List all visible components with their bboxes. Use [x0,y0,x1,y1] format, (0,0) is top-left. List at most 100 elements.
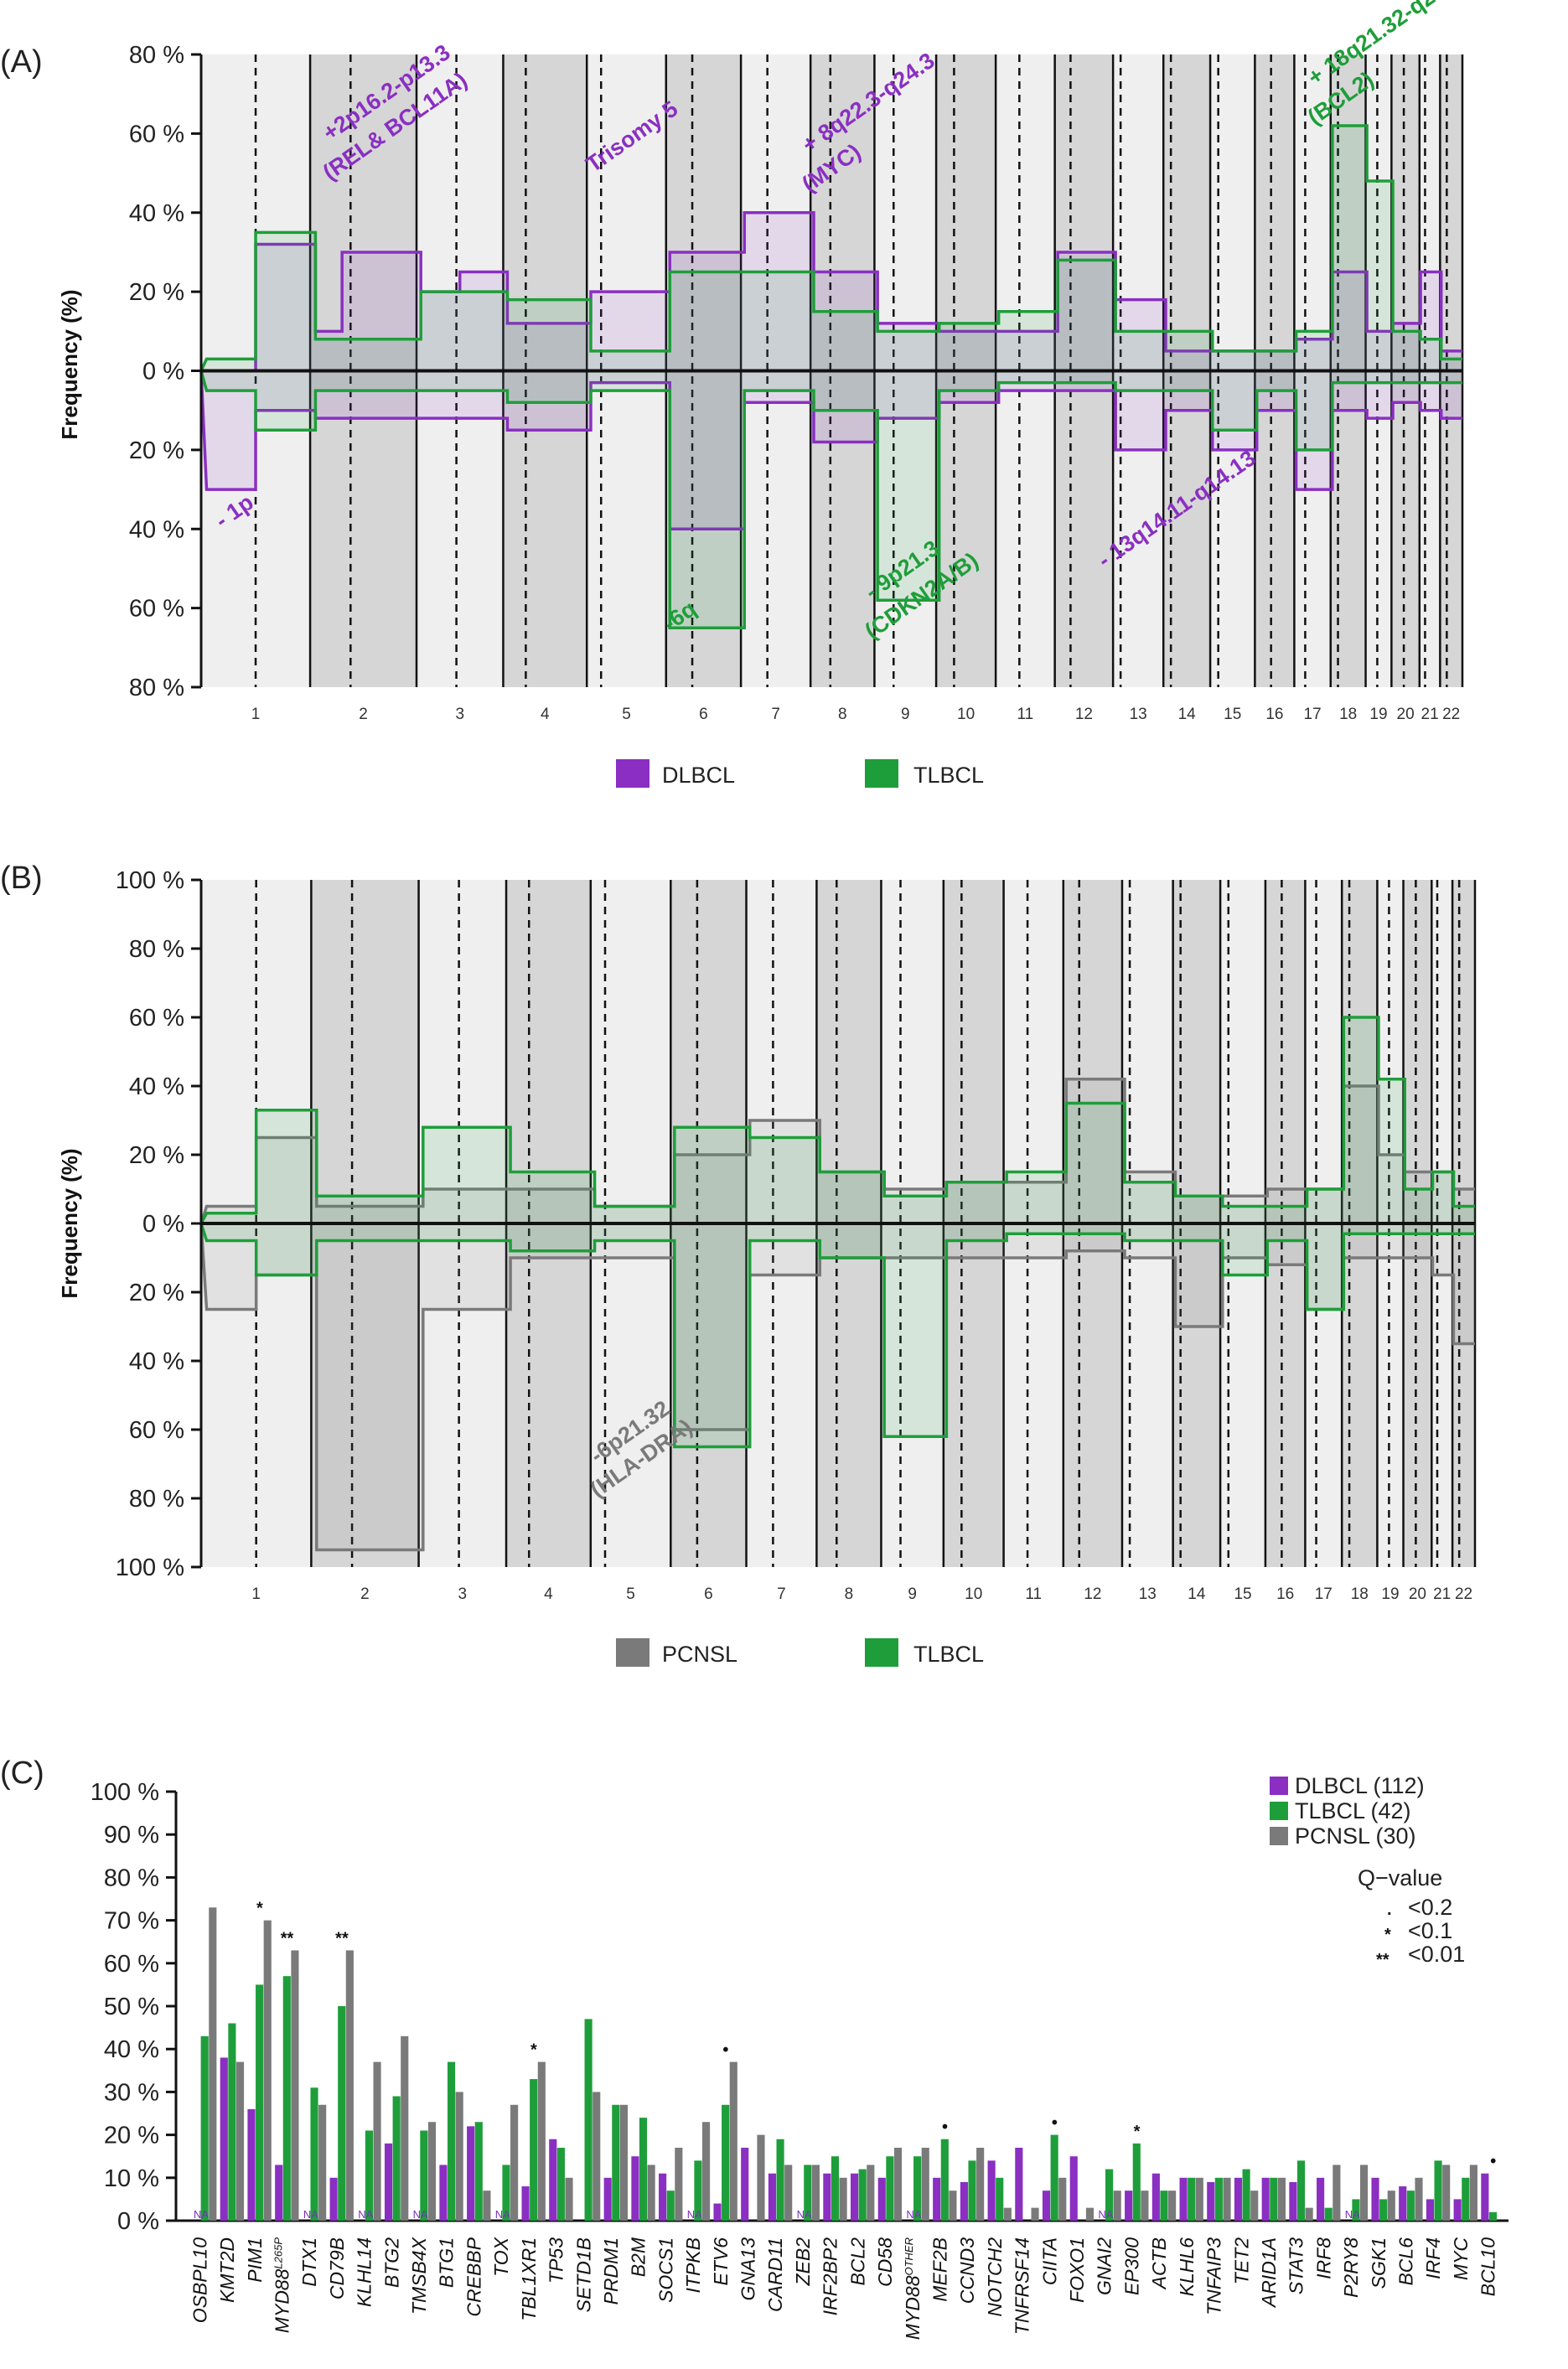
bar-tlbcl-bcl6 [1406,2191,1415,2221]
pcnsl-gains-area [201,1078,1475,1223]
gene-label-klhl14: KLHL14 [354,2237,375,2307]
bar-tlbcl-ep300 [1132,2143,1141,2221]
na-mark: NA [1098,2208,1113,2221]
na-mark: NA [906,2208,921,2221]
y-tick-label: 70 % [104,1908,159,1935]
chromosome-label-15: 15 [1224,706,1241,723]
gene-label-btg2: BTG2 [380,2237,402,2288]
bar-pcnsl-arid1a [1277,2177,1286,2221]
bar-dlbcl-btg1 [439,2165,448,2221]
bar-tlbcl-myd88other [913,2156,922,2221]
bar-dlbcl-kmt2d [220,2057,228,2221]
chromosome-label-20: 20 [1409,1585,1426,1603]
bar-dlbcl-tet2 [1234,2177,1243,2221]
bar-pcnsl-bcl6 [1415,2177,1423,2221]
bar-dlbcl-myc [1453,2199,1462,2221]
tlbcl-losses-line [199,370,1462,629]
bar-pcnsl-pim1 [263,1920,272,2221]
legend-label-dlbcl: DLBCL [662,763,735,788]
chromosome-label-12: 12 [1084,1585,1101,1603]
chromosome-label-8: 8 [838,706,847,723]
y-tick-label: 40 % [129,516,184,543]
gene-label-card11: CARD11 [764,2237,786,2312]
bar-dlbcl-notch2 [987,2160,996,2221]
y-tick-label: 100 % [91,1779,159,1806]
bar-dlbcl-card11 [768,2173,777,2221]
bar-pcnsl-tet2 [1250,2191,1259,2221]
bar-dlbcl-gna13 [741,2147,749,2221]
bar-dlbcl-stat3 [1289,2181,1297,2221]
chromosome-label-13: 13 [1139,1585,1157,1603]
bar-pcnsl-irf4 [1442,2165,1451,2221]
bar-pcnsl-foxo1 [1085,2207,1094,2221]
bar-pcnsl-tbl1xr1 [537,2061,546,2221]
bar-pcnsl-tmsb4x [427,2122,437,2221]
legend-label-tlbcl-c: TLBCL (42) [1295,1798,1411,1823]
bar-pcnsl-myd88l265p [291,1950,299,2221]
chromosome-label-3: 3 [458,1585,468,1603]
y-tick-label: 100 % [116,867,184,894]
bar-dlbcl-klhl6 [1179,2177,1188,2221]
legend-swatch-tlbcl-b [865,1638,898,1667]
y-tick-label: 20 % [104,2123,159,2149]
bar-tlbcl-p2ry8 [1352,2199,1360,2221]
qvalue-symbol-2: * [1384,1926,1391,1944]
chromosome-label-9: 9 [908,1585,917,1603]
bar-tlbcl-klhl14 [365,2130,374,2221]
significance-mark: * [530,2041,537,2060]
bar-dlbcl-tp53 [549,2139,557,2221]
gene-label-superscript: OTHER [903,2237,915,2276]
bar-tlbcl-klhl6 [1188,2177,1196,2221]
bar-pcnsl-cd79b [345,1950,354,2221]
chromosome-label-5: 5 [622,706,631,723]
bar-tlbcl-actb [1160,2191,1168,2221]
significance-mark: • [1052,2114,1058,2133]
bar-dlbcl-bcl10 [1481,2173,1489,2221]
bar-pcnsl-prdm1 [619,2104,629,2221]
legend-swatch-dlbcl-c [1270,1777,1288,1795]
bar-tlbcl-card11 [776,2139,784,2221]
bar-tlbcl-ciita [1050,2134,1058,2221]
bar-pcnsl-btg2 [401,2035,409,2221]
gene-label-ciita: CIITA [1038,2237,1060,2285]
gene-label-tbl1xr1: TBL1XR1 [518,2237,540,2321]
qvalue-label-2: <0.1 [1408,1918,1452,1943]
tlbcl-gains-line [199,1016,1475,1224]
gene-label-osbpl10: OSBPL10 [189,2237,210,2323]
bar-dlbcl-irf8 [1317,2177,1325,2221]
bar-dlbcl-ccnd3 [960,2181,968,2221]
bar-pcnsl-tnfrsf14 [1031,2207,1039,2221]
bar-pcnsl-gnai2 [1113,2191,1121,2221]
y-tick-label: 90 % [104,1822,159,1849]
chromosome-label-7: 7 [777,1585,786,1603]
gene-label-ccnd3: CCND3 [956,2237,978,2304]
gene-label-pim1: PIM1 [244,2237,266,2283]
bar-pcnsl-irf8 [1333,2165,1341,2221]
chromosome-label-22: 22 [1455,1585,1472,1603]
y-tick-label: 60 % [129,1005,184,1032]
gene-label-gna13: GNA13 [737,2237,759,2301]
legend-swatch-tlbcl-c [1270,1802,1288,1820]
na-mark: NA [495,2208,510,2221]
gene-label-stat3: STAT3 [1286,2237,1307,2294]
chromosome-label-5: 5 [626,1585,635,1603]
chromosome-label-14: 14 [1178,706,1197,723]
gene-label-tnfrsf14: TNFRSF14 [1012,2237,1033,2335]
gene-label-p2ry8: P2RY8 [1340,2237,1362,2298]
bar-dlbcl-btg2 [384,2143,393,2221]
tlbcl-losses-line [199,1223,1475,1449]
chromosome-label-3: 3 [455,706,464,723]
y-tick-label: 40 % [129,1073,184,1100]
chromosome-label-20: 20 [1397,706,1415,723]
y-tick-label: 0 % [117,2208,159,2235]
gene-label-bcl2: BCL2 [846,2237,868,2286]
y-tick-label: 0 % [142,1211,184,1238]
bar-tlbcl-tnfaip3 [1214,2177,1223,2221]
y-tick-label: 100 % [116,1554,184,1581]
gene-label-tp53: TP53 [546,2237,567,2284]
na-mark: NA [194,2208,209,2221]
bar-tlbcl-b2m [639,2118,648,2221]
bar-dlbcl-mef2b [933,2177,941,2221]
y-tick-label: 60 % [129,596,184,623]
bar-pcnsl-b2m [647,2165,655,2221]
